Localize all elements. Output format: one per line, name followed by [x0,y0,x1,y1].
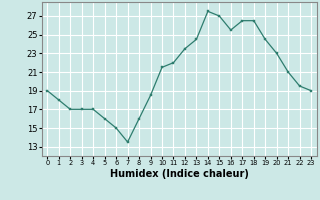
X-axis label: Humidex (Indice chaleur): Humidex (Indice chaleur) [110,169,249,179]
